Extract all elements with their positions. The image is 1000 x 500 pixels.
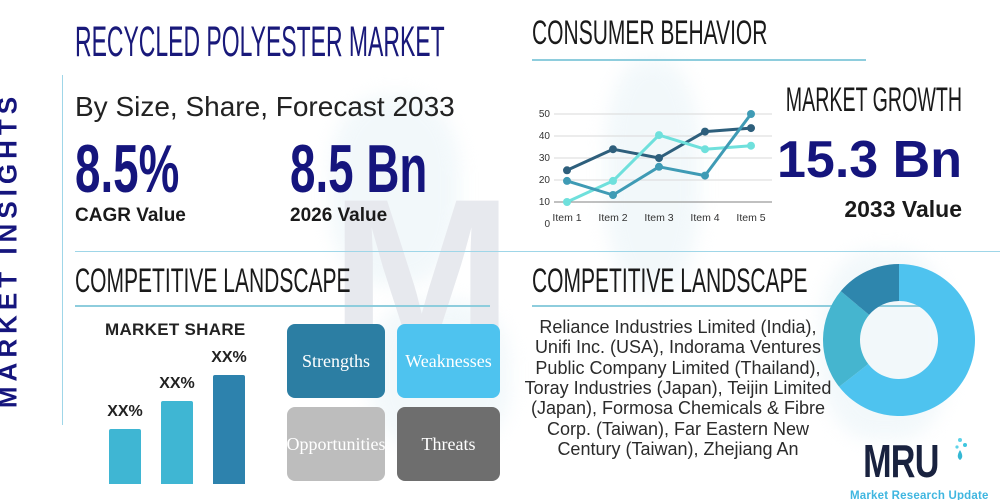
svg-text:Item 1: Item 1 xyxy=(552,212,581,224)
svg-text:20: 20 xyxy=(539,175,551,186)
svg-text:Item 4: Item 4 xyxy=(690,212,719,224)
svg-text:Item 2: Item 2 xyxy=(598,212,627,224)
svg-text:30: 30 xyxy=(539,153,551,164)
svg-text:Item 5: Item 5 xyxy=(736,212,765,224)
svg-text:50: 50 xyxy=(539,109,551,120)
svg-text:10: 10 xyxy=(539,197,551,208)
svg-text:Item 3: Item 3 xyxy=(644,212,673,224)
svg-text:40: 40 xyxy=(539,131,551,142)
svg-text:0: 0 xyxy=(544,219,550,230)
